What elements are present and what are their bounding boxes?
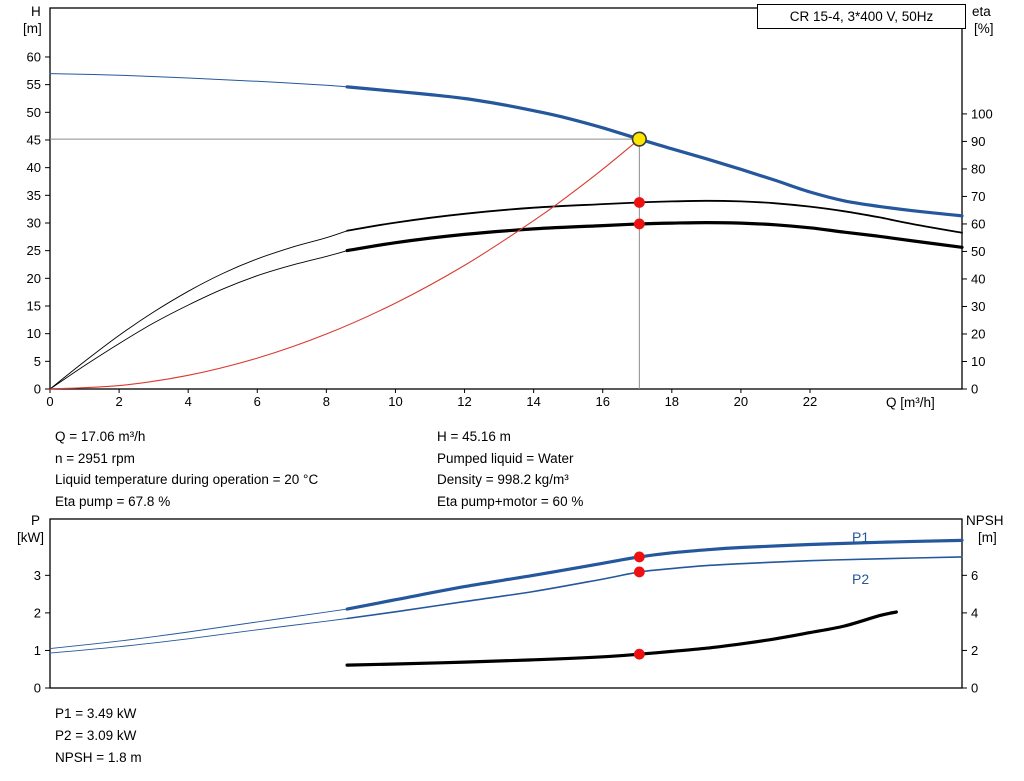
svg-text:80: 80 bbox=[971, 161, 985, 176]
duty-info-left-column: Q = 17.06 m³/h n = 2951 rpm Liquid tempe… bbox=[55, 426, 437, 513]
info-line-eta-pump-motor: Eta pump+motor = 60 % bbox=[437, 494, 584, 510]
svg-text:1: 1 bbox=[34, 643, 41, 658]
svg-text:10: 10 bbox=[971, 354, 985, 369]
svg-text:0: 0 bbox=[971, 382, 978, 397]
svg-text:14: 14 bbox=[526, 394, 540, 409]
svg-text:0: 0 bbox=[34, 680, 41, 693]
svg-text:90: 90 bbox=[971, 134, 985, 149]
svg-text:0: 0 bbox=[46, 394, 53, 409]
hq-chart-area: 0 5 10 15 20 25 30 35 40 45 50 55 60 0 10 20 30 40 50 60 70 8… bbox=[23, 4, 994, 410]
power-npsh-info: P1 = 3.49 kW P2 = 3.09 kW NPSH = 1.8 m bbox=[0, 703, 1024, 770]
svg-text:18: 18 bbox=[665, 394, 679, 409]
info-line-density: Density = 998.2 kg/m³ bbox=[437, 472, 569, 488]
svg-text:40: 40 bbox=[27, 160, 41, 175]
info-line-eta-pump: Eta pump = 67.8 % bbox=[55, 494, 171, 510]
info-line-speed: n = 2951 rpm bbox=[55, 450, 135, 466]
svg-text:50: 50 bbox=[27, 105, 41, 120]
info-line-npsh: NPSH = 1.8 m bbox=[55, 750, 142, 766]
flow-axis-title: Q [m³/h] bbox=[886, 395, 935, 410]
pump-model-badge: CR 15-4, 3*400 V, 50Hz bbox=[757, 4, 966, 29]
svg-text:2: 2 bbox=[115, 394, 122, 409]
p2-curve-label: P2 bbox=[852, 570, 870, 587]
svg-text:40: 40 bbox=[971, 271, 985, 286]
svg-text:22: 22 bbox=[803, 394, 817, 409]
svg-text:3: 3 bbox=[34, 568, 41, 583]
info-line-p2: P2 = 3.09 kW bbox=[55, 728, 137, 744]
info-line-flow: Q = 17.06 m³/h bbox=[55, 429, 146, 444]
info-line-pumped-liquid: Pumped liquid = Water bbox=[437, 450, 574, 466]
power-npsh-chart-area: 0 1 2 3 0 2 4 6 P [kW] NPSH [m] P1 P2 bbox=[0, 513, 1024, 693]
duty-point-info: Q = 17.06 m³/h n = 2951 rpm Liquid tempe… bbox=[0, 426, 1024, 513]
svg-text:6: 6 bbox=[254, 394, 261, 409]
svg-text:20: 20 bbox=[734, 394, 748, 409]
svg-text:10: 10 bbox=[27, 326, 41, 341]
svg-text:6: 6 bbox=[971, 568, 978, 583]
svg-text:45: 45 bbox=[27, 132, 41, 147]
power-axis-title: P bbox=[31, 512, 41, 528]
svg-text:16: 16 bbox=[595, 394, 609, 409]
svg-text:35: 35 bbox=[27, 188, 41, 203]
head-axis-title: H bbox=[31, 4, 41, 19]
svg-text:0: 0 bbox=[34, 382, 41, 397]
svg-text:15: 15 bbox=[27, 298, 41, 313]
duty-info-right-column: H = 45.16 m Pumped liquid = Water Densit… bbox=[437, 426, 583, 513]
svg-text:4: 4 bbox=[185, 394, 192, 409]
npsh-axis-title: NPSH bbox=[966, 512, 1004, 528]
svg-text:4: 4 bbox=[971, 605, 978, 620]
info-line-head: H = 45.16 m bbox=[437, 429, 511, 444]
svg-text:30: 30 bbox=[971, 299, 985, 314]
info-line-liquid-temp: Liquid temperature during operation = 20… bbox=[55, 472, 319, 488]
svg-text:2: 2 bbox=[971, 643, 978, 658]
svg-text:50: 50 bbox=[971, 244, 985, 259]
p1-curve-label: P1 bbox=[852, 528, 870, 545]
info-line-p1: P1 = 3.49 kW bbox=[55, 705, 137, 721]
svg-text:2: 2 bbox=[34, 605, 41, 620]
svg-text:20: 20 bbox=[27, 271, 41, 286]
svg-text:10: 10 bbox=[388, 394, 402, 409]
npsh-axis-unit: [m] bbox=[978, 529, 997, 545]
eta-axis-title: eta bbox=[972, 4, 991, 19]
svg-text:5: 5 bbox=[34, 354, 41, 369]
power-axis-unit: [kW] bbox=[17, 529, 44, 545]
svg-text:12: 12 bbox=[457, 394, 471, 409]
svg-text:60: 60 bbox=[971, 216, 985, 231]
svg-text:70: 70 bbox=[971, 189, 985, 204]
head-axis-unit: [m] bbox=[23, 21, 42, 36]
svg-text:100: 100 bbox=[971, 106, 993, 121]
svg-text:60: 60 bbox=[27, 49, 41, 64]
eta-axis-unit: [%] bbox=[974, 21, 994, 36]
svg-text:0: 0 bbox=[971, 680, 978, 693]
svg-text:55: 55 bbox=[27, 77, 41, 92]
svg-text:25: 25 bbox=[27, 243, 41, 258]
svg-text:8: 8 bbox=[323, 394, 330, 409]
hq-eta-chart: 0510152025303540455055600102030405060708… bbox=[27, 7, 993, 409]
svg-text:20: 20 bbox=[971, 326, 985, 341]
svg-text:30: 30 bbox=[27, 215, 41, 230]
power-npsh-chart: 0 1 2 3 0 2 4 6 bbox=[34, 518, 978, 693]
